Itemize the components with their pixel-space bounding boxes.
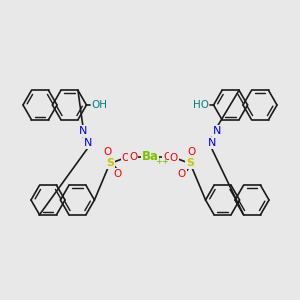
Text: O: O [163,152,171,162]
Text: O: O [114,169,122,179]
Text: N: N [79,126,87,136]
Text: N: N [213,126,221,136]
Text: N: N [84,138,92,148]
Text: O: O [170,153,178,163]
Text: O: O [122,153,130,163]
Text: O: O [188,147,196,157]
Text: O: O [104,147,112,157]
Text: ++: ++ [155,158,169,166]
Text: Ba: Ba [142,151,158,164]
Text: O: O [129,152,137,162]
Text: N: N [208,138,216,148]
Text: OH: OH [92,100,107,110]
Text: S: S [186,158,194,168]
Text: S: S [106,158,114,168]
Text: HO: HO [193,100,208,110]
Text: O: O [178,169,186,179]
